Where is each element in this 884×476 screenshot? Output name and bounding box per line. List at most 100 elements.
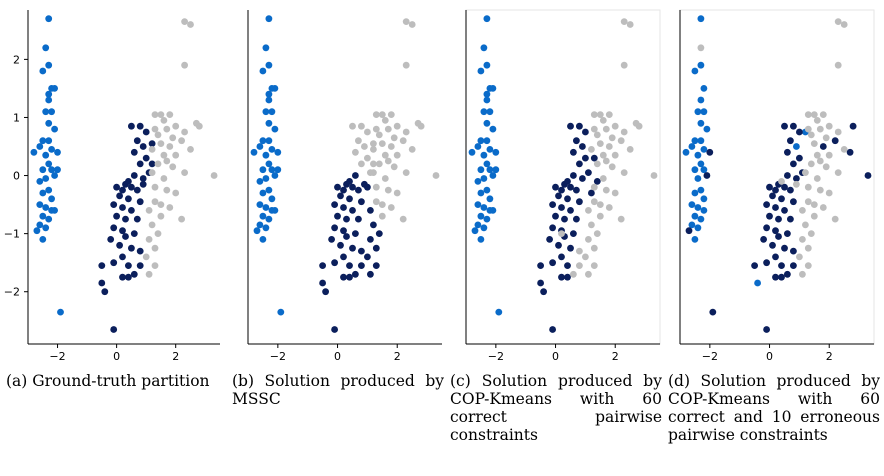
data-point <box>811 201 818 208</box>
data-point <box>478 213 485 220</box>
data-point <box>570 172 577 179</box>
data-point <box>826 190 833 197</box>
data-point <box>835 62 842 69</box>
data-point <box>701 195 708 202</box>
data-point <box>772 227 779 234</box>
data-point <box>367 169 374 176</box>
data-point <box>107 236 114 243</box>
data-point <box>772 254 779 261</box>
data-point <box>340 204 347 211</box>
data-point <box>709 309 716 316</box>
data-point <box>826 152 833 159</box>
data-point <box>558 254 565 261</box>
data-point <box>415 120 422 127</box>
data-point <box>152 198 159 205</box>
data-point <box>492 166 499 173</box>
data-point <box>152 184 159 191</box>
data-point <box>600 117 607 124</box>
data-point <box>799 236 806 243</box>
data-point <box>492 149 499 156</box>
data-point <box>42 175 49 182</box>
data-point <box>692 137 699 144</box>
data-point <box>263 175 270 182</box>
panel-a: −2 0 2 −2 −1 0 1 2 (a) Ground-truth partition <box>6 0 226 476</box>
data-point <box>582 155 589 162</box>
data-point <box>481 152 488 159</box>
data-point <box>481 108 488 115</box>
data-point <box>161 117 168 124</box>
data-point <box>143 129 150 136</box>
data-point <box>793 181 800 188</box>
data-point <box>373 245 380 252</box>
x-tick-label: 2 <box>394 350 401 363</box>
data-point <box>181 62 188 69</box>
data-point <box>549 259 556 266</box>
data-point <box>576 161 583 168</box>
data-point <box>558 204 565 211</box>
data-point <box>385 158 392 165</box>
data-point <box>567 184 574 191</box>
data-point <box>116 193 123 200</box>
data-point <box>42 152 49 159</box>
data-point <box>382 152 389 159</box>
data-point <box>591 111 598 118</box>
data-point <box>695 152 702 159</box>
data-point <box>125 178 132 185</box>
data-point <box>823 163 830 170</box>
data-point <box>391 163 398 170</box>
data-point <box>627 21 634 28</box>
panel-b: −2 0 2 (b) Solution produced by MSSC <box>232 0 452 476</box>
y-tick-label: 0 <box>13 170 20 183</box>
data-point <box>119 227 126 234</box>
data-point <box>564 262 571 269</box>
data-point <box>337 242 344 249</box>
data-point <box>158 140 165 147</box>
data-point <box>266 62 273 69</box>
data-point <box>772 204 779 211</box>
data-point <box>379 140 386 147</box>
data-point <box>382 175 389 182</box>
data-point <box>370 140 377 147</box>
data-point <box>585 271 592 278</box>
data-point <box>272 172 279 179</box>
data-point <box>260 236 267 243</box>
data-point <box>537 280 544 287</box>
data-point <box>591 126 598 133</box>
data-point <box>597 201 604 208</box>
data-point <box>805 184 812 191</box>
data-point <box>796 155 803 162</box>
data-point <box>272 207 279 214</box>
x-tick-label: 0 <box>113 350 120 363</box>
data-point <box>379 201 386 208</box>
data-point <box>137 198 144 205</box>
data-point <box>45 216 52 223</box>
data-point <box>39 166 46 173</box>
data-point <box>131 271 138 278</box>
data-point <box>328 236 335 243</box>
data-point <box>790 198 797 205</box>
data-point <box>835 18 842 25</box>
data-point <box>481 204 488 211</box>
data-point <box>166 143 173 150</box>
data-point <box>257 178 264 185</box>
data-point <box>567 245 574 252</box>
data-point <box>169 163 176 170</box>
data-point <box>537 262 544 269</box>
data-point <box>269 195 276 202</box>
data-point <box>484 91 491 98</box>
data-point <box>576 248 583 255</box>
data-point <box>769 193 776 200</box>
data-point <box>172 152 179 159</box>
data-point <box>269 146 276 153</box>
data-point <box>277 309 284 316</box>
data-point <box>772 274 779 281</box>
x-tick-label: 0 <box>334 350 341 363</box>
data-point <box>119 274 126 281</box>
data-point <box>257 143 264 150</box>
data-point <box>484 137 491 144</box>
data-point <box>125 274 132 281</box>
data-point <box>163 126 170 133</box>
data-point <box>409 146 416 153</box>
data-point <box>370 222 377 229</box>
x-tick-label: 0 <box>552 350 559 363</box>
